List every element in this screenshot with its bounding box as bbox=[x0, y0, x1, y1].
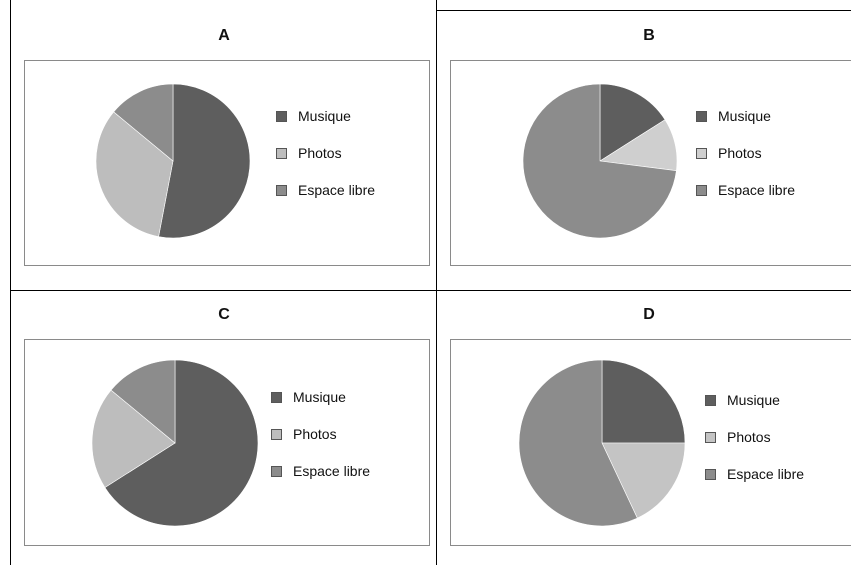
legend-label-musique: Musique bbox=[293, 389, 346, 405]
chart-title-a: A bbox=[218, 27, 230, 44]
chart-title-b: B bbox=[643, 27, 655, 44]
legend-label-musique: Musique bbox=[718, 108, 771, 124]
legend-swatch-photos bbox=[271, 429, 282, 440]
pie-chart-d bbox=[518, 359, 686, 527]
grid-line-vertical-middle bbox=[436, 0, 437, 565]
chart-box-b: Musique Photos Espace libre bbox=[450, 60, 851, 266]
chart-title-d: D bbox=[643, 306, 655, 323]
legend-label-photos: Photos bbox=[727, 429, 771, 445]
legend-label-espace-libre: Espace libre bbox=[727, 466, 805, 482]
chart-box-a: Musique Photos Espace libre bbox=[24, 60, 430, 266]
pie-slice-espace-libre bbox=[518, 359, 638, 527]
legend-label-photos: Photos bbox=[718, 145, 762, 161]
legend-swatch-espace-libre bbox=[276, 185, 287, 196]
legend-swatch-photos bbox=[696, 148, 707, 159]
legend-label-photos: Photos bbox=[293, 426, 337, 442]
pie-slice-musique bbox=[599, 83, 666, 162]
pie-chart-b bbox=[522, 83, 678, 239]
pie-slice-musique bbox=[104, 359, 259, 527]
legend-swatch-espace-libre bbox=[271, 466, 282, 477]
legend-swatch-photos bbox=[705, 432, 716, 443]
legend-label-musique: Musique bbox=[727, 392, 780, 408]
pie-slice-espace-libre bbox=[113, 83, 174, 162]
chart-box-d: Musique Photos Espace libre bbox=[450, 339, 851, 546]
pie-slice-espace-libre bbox=[110, 359, 176, 444]
legend-swatch-espace-libre bbox=[705, 469, 716, 480]
legend-swatch-musique bbox=[705, 395, 716, 406]
grid-line-top bbox=[436, 10, 851, 11]
pie-chart-c bbox=[91, 359, 259, 527]
pie-slice-photos bbox=[95, 111, 174, 237]
pie-slice-photos bbox=[91, 389, 176, 488]
pie-slice-musique bbox=[601, 359, 686, 444]
legend-swatch-espace-libre bbox=[696, 185, 707, 196]
chart-title-c: C bbox=[218, 306, 230, 323]
legend-swatch-musique bbox=[696, 111, 707, 122]
pie-slice-musique bbox=[158, 83, 251, 239]
legend-swatch-photos bbox=[276, 148, 287, 159]
legend-swatch-musique bbox=[271, 392, 282, 403]
legend-swatch-musique bbox=[276, 111, 287, 122]
legend-label-espace-libre: Espace libre bbox=[293, 463, 371, 479]
pie-chart-a bbox=[95, 83, 251, 239]
legend-label-espace-libre: Espace libre bbox=[718, 182, 796, 198]
grid-line-vertical-left bbox=[10, 0, 11, 565]
legend-label-musique: Musique bbox=[298, 108, 351, 124]
legend-label-photos: Photos bbox=[298, 145, 342, 161]
grid-line-horizontal-middle bbox=[10, 290, 851, 291]
pie-slice-photos bbox=[601, 442, 686, 519]
pie-slice-espace-libre bbox=[522, 83, 677, 239]
chart-box-c: Musique Photos Espace libre bbox=[24, 339, 430, 546]
legend-label-espace-libre: Espace libre bbox=[298, 182, 376, 198]
